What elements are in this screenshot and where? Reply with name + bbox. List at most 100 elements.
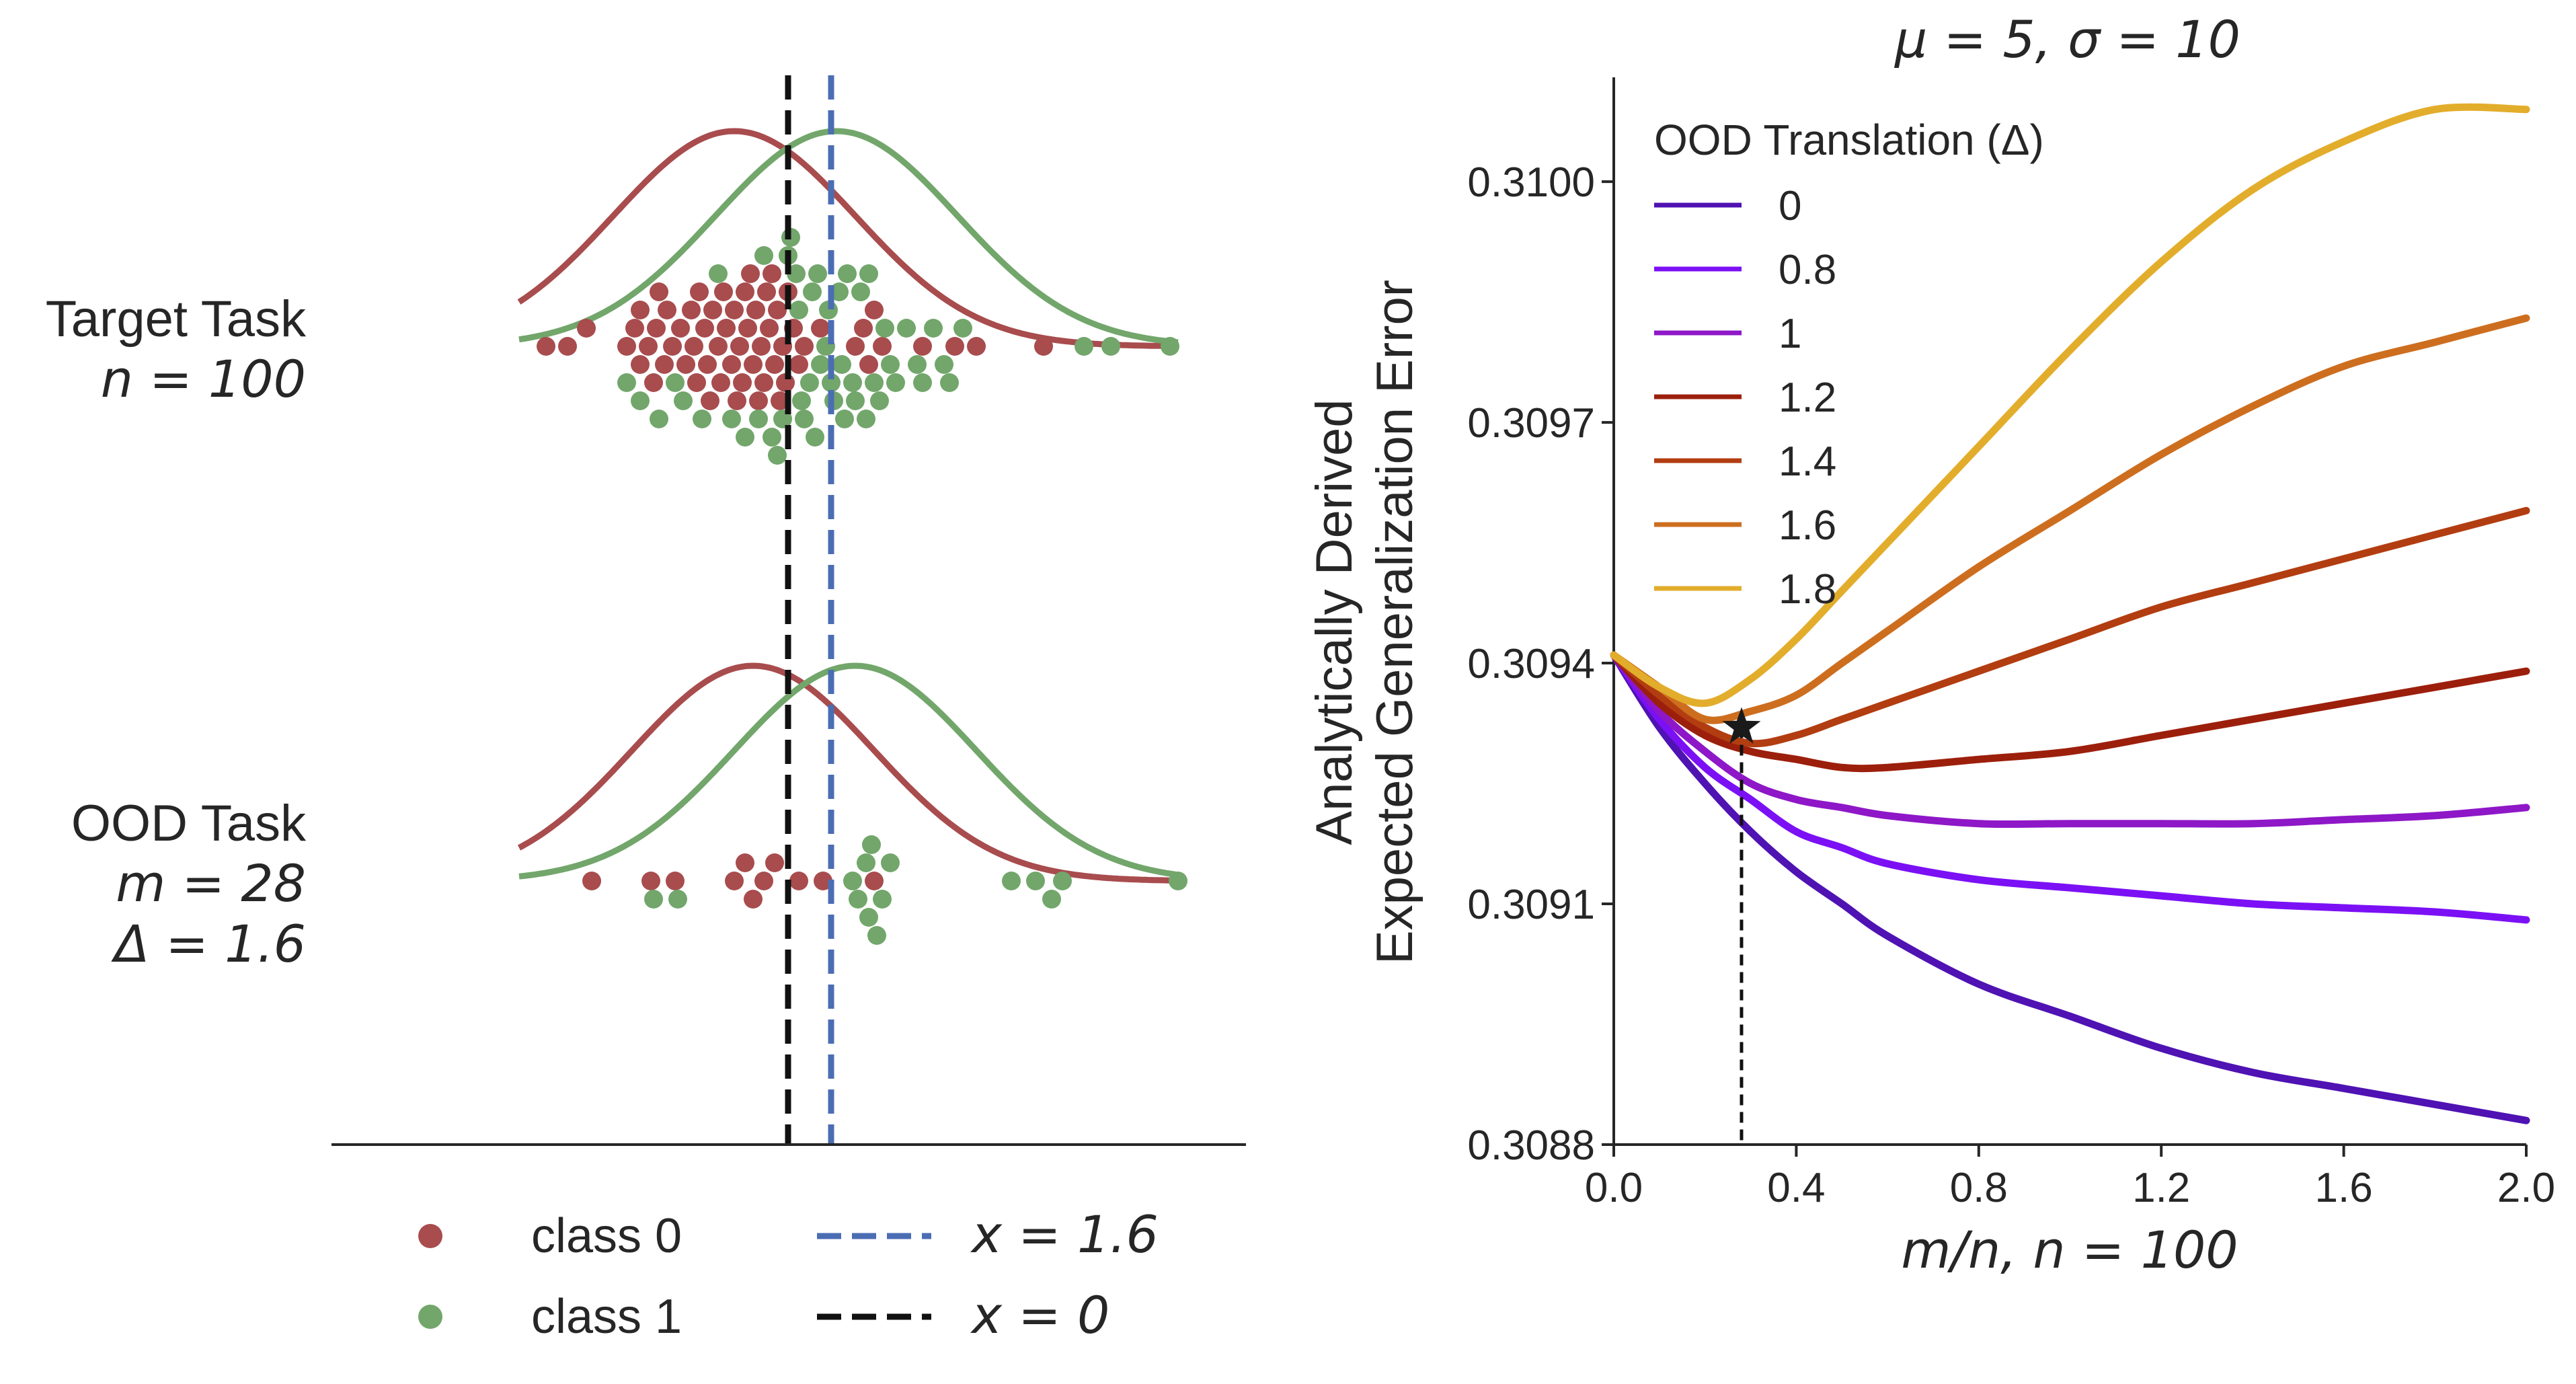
point-target-class0	[558, 337, 577, 356]
point-target-class0	[682, 301, 701, 319]
point-target-class1	[803, 282, 822, 301]
point-target-class0	[763, 264, 781, 283]
density-curve-ood-class1	[518, 662, 1179, 880]
point-target-class1	[838, 264, 857, 283]
x-tick-label: 1.6	[2314, 1165, 2372, 1211]
y-tick-label: 0.3097	[1467, 400, 1595, 447]
point-target-class1	[935, 355, 953, 374]
point-target-class0	[722, 355, 741, 374]
point-ood-class1	[881, 853, 900, 872]
point-target-class1	[674, 391, 693, 410]
left-vertical-lines	[785, 75, 834, 1145]
series-line-1.6	[1610, 314, 2530, 724]
point-target-class1	[808, 264, 827, 283]
point-target-class0	[631, 355, 650, 374]
point-target-class1	[830, 282, 849, 301]
point-target-class0	[811, 319, 830, 338]
point-ood-class1	[668, 890, 687, 909]
left-density-curves	[517, 128, 1179, 884]
point-target-class0	[639, 337, 658, 356]
right-legend-title: OOD Translation (Δ)	[1654, 116, 2044, 164]
target-n-label: n = 100	[101, 349, 306, 409]
point-target-class0	[744, 355, 763, 374]
legend-label-1: 1	[1779, 311, 1801, 357]
point-target-class1	[666, 373, 685, 392]
legend-label-1.2: 1.2	[1779, 375, 1836, 421]
x-tick-label: 0.8	[1950, 1165, 2008, 1211]
point-target-class1	[865, 373, 884, 392]
point-target-class0	[736, 282, 754, 301]
point-target-class1	[859, 264, 878, 283]
point-target-class1	[736, 428, 754, 447]
point-target-class0	[717, 319, 736, 338]
legend-class1-label: class 1	[531, 1290, 682, 1344]
legend-label-0.8: 0.8	[1779, 247, 1836, 293]
y-axis-label-line2: Expected Generalization Error	[1366, 280, 1423, 964]
point-target-class1	[875, 319, 894, 338]
point-target-class0	[913, 337, 932, 356]
point-target-class0	[577, 319, 596, 338]
point-target-class0	[690, 282, 709, 301]
legend-label-1.6: 1.6	[1779, 502, 1836, 549]
point-target-class0	[760, 319, 779, 338]
point-target-class1	[1161, 337, 1179, 356]
point-ood-class1	[1026, 872, 1045, 890]
point-ood-class0	[765, 853, 784, 872]
point-target-class0	[771, 391, 789, 410]
legend-class0-label: class 0	[531, 1209, 682, 1263]
point-target-class1	[709, 264, 728, 283]
point-target-class1	[650, 410, 668, 428]
point-ood-class0	[754, 872, 773, 890]
point-target-class0	[728, 391, 746, 410]
point-target-class0	[795, 337, 814, 356]
point-target-class1	[822, 373, 841, 392]
point-target-class0	[714, 282, 733, 301]
series-line-1.2	[1610, 651, 2530, 773]
y-tick-label: 0.3091	[1467, 882, 1595, 928]
point-target-class1	[843, 373, 862, 392]
optimum-star-marker	[1722, 707, 1761, 744]
point-target-class1	[693, 410, 711, 428]
point-ood-class1	[644, 890, 663, 909]
point-target-class0	[865, 301, 884, 319]
point-target-class1	[722, 410, 741, 428]
point-target-class0	[730, 337, 749, 356]
point-target-class1	[832, 355, 851, 374]
point-target-class0	[752, 337, 771, 356]
point-target-class0	[698, 355, 717, 374]
ood-task-label: OOD Task	[71, 795, 307, 852]
point-target-class1	[768, 446, 787, 465]
legend-label-1.4: 1.4	[1779, 438, 1836, 485]
point-ood-class1	[873, 890, 892, 909]
point-target-class1	[749, 410, 768, 428]
point-target-class1	[631, 391, 650, 410]
point-target-class1	[1101, 337, 1120, 356]
point-target-class0	[789, 355, 808, 374]
point-ood-class0	[865, 872, 884, 890]
point-target-class0	[701, 391, 719, 410]
point-target-class0	[746, 301, 765, 319]
legend-class1-marker	[418, 1305, 442, 1329]
point-target-class0	[846, 337, 865, 356]
point-target-class0	[725, 301, 744, 319]
point-ood-class0	[744, 890, 763, 909]
point-target-class1	[787, 264, 806, 283]
point-target-class1	[846, 391, 865, 410]
point-target-class0	[1034, 337, 1053, 356]
density-curve-target-class1	[518, 128, 1179, 346]
x-tick-label: 1.2	[2132, 1165, 2190, 1211]
y-tick-label: 0.3088	[1467, 1122, 1595, 1169]
right-panel: μ = 5, σ = 10 0.0 0.4 0.8 1.2 1.6 2.00.30880.…	[1306, 9, 2555, 1280]
point-target-class1	[953, 319, 972, 338]
point-target-class1	[897, 319, 916, 338]
point-ood-class1	[859, 908, 878, 927]
x-tick-label: 0.4	[1767, 1165, 1825, 1211]
series-line-1.4	[1610, 506, 2530, 748]
point-ood-class1	[843, 872, 862, 890]
point-ood-class0	[666, 872, 685, 890]
legend-x-zero-label: x = 0	[970, 1285, 1109, 1345]
point-target-class0	[765, 355, 784, 374]
point-target-class1	[908, 355, 927, 374]
right-chart-title: μ = 5, σ = 10	[1894, 9, 2240, 69]
point-target-class0	[873, 337, 892, 356]
